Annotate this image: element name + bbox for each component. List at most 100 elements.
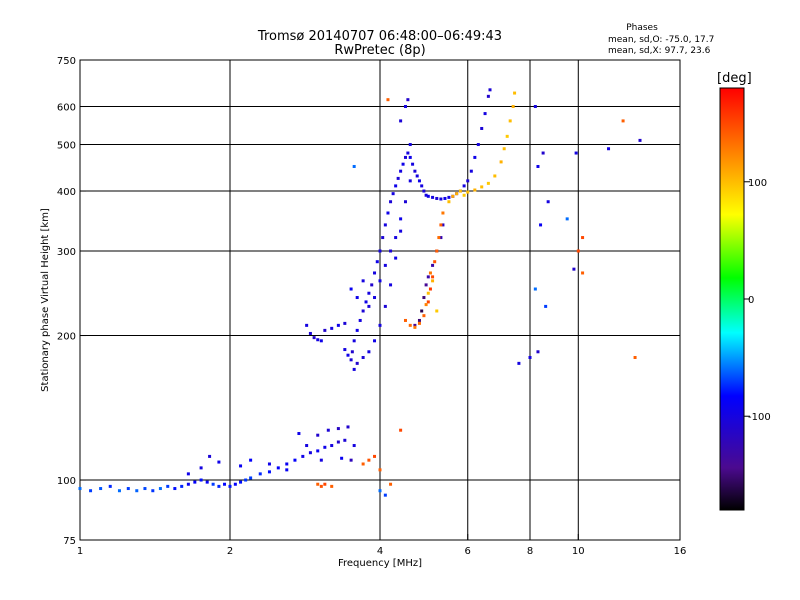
- data-point: [199, 478, 203, 482]
- data-point: [323, 445, 327, 449]
- chart-subtitle: RwPretec (8p): [334, 43, 425, 58]
- data-point: [406, 98, 410, 102]
- y-tick-label: 500: [57, 141, 76, 152]
- data-point: [205, 480, 209, 484]
- data-point: [373, 296, 377, 300]
- data-point: [415, 174, 419, 178]
- data-point: [441, 211, 445, 215]
- data-point: [633, 355, 637, 359]
- data-point: [533, 287, 537, 291]
- data-point: [276, 466, 280, 470]
- data-point: [258, 472, 262, 476]
- data-point: [411, 162, 415, 166]
- y-axis-ticks: 75 100 200 300 400 500 600 750: [57, 56, 86, 547]
- data-point: [343, 348, 347, 352]
- data-point: [186, 482, 190, 486]
- data-points: [78, 88, 642, 497]
- phase-stats-title: Phases: [626, 23, 658, 33]
- data-point: [336, 440, 340, 444]
- data-point: [378, 249, 382, 253]
- data-point: [439, 236, 443, 240]
- data-point: [389, 482, 393, 486]
- data-point: [462, 184, 466, 188]
- data-point: [249, 458, 253, 462]
- data-point: [499, 160, 503, 164]
- data-point: [396, 176, 400, 180]
- data-point: [386, 211, 390, 215]
- data-point: [476, 143, 480, 147]
- data-point: [349, 287, 353, 291]
- colorbar-gradient: [719, 87, 745, 511]
- data-point: [536, 164, 540, 168]
- data-point: [424, 303, 428, 307]
- data-point: [308, 331, 312, 335]
- data-point: [99, 487, 103, 491]
- data-point: [330, 326, 334, 330]
- data-point: [505, 134, 509, 138]
- data-point: [422, 314, 426, 318]
- data-point: [574, 151, 578, 155]
- phase-stats-o: mean, sd,O: -75.0, 17.7: [608, 35, 714, 45]
- data-point: [319, 458, 323, 462]
- data-point: [217, 484, 221, 488]
- data-point: [408, 155, 412, 159]
- data-point: [293, 458, 297, 462]
- data-point: [239, 464, 243, 468]
- data-point: [435, 249, 439, 253]
- data-point: [413, 325, 417, 329]
- y-tick-label: 400: [57, 187, 76, 198]
- data-point: [399, 119, 403, 123]
- data-point: [431, 279, 435, 283]
- y-axis-label: Stationary phase Virtual Height [km]: [40, 208, 51, 392]
- data-point: [285, 462, 289, 466]
- data-point: [352, 164, 356, 168]
- data-point: [267, 470, 271, 474]
- y-tick-label: 600: [57, 103, 76, 114]
- data-point: [316, 433, 320, 437]
- data-point: [426, 291, 430, 295]
- y-tick-label: 100: [57, 476, 76, 487]
- x-tick-label: 10: [572, 546, 585, 557]
- data-point: [422, 189, 426, 193]
- data-point: [431, 263, 435, 267]
- data-point: [361, 355, 365, 359]
- data-point: [401, 162, 405, 166]
- data-point: [326, 428, 330, 432]
- data-point: [544, 304, 548, 308]
- data-point: [581, 271, 585, 275]
- data-point: [308, 451, 312, 455]
- data-point: [346, 425, 350, 429]
- data-point: [389, 200, 393, 204]
- data-point: [373, 454, 377, 458]
- data-point: [513, 91, 517, 95]
- data-point: [117, 489, 121, 493]
- data-point: [208, 454, 212, 458]
- data-point: [420, 184, 424, 188]
- colorbar-ticks: 100 0 -100: [744, 178, 771, 423]
- data-point: [378, 323, 382, 327]
- data-point: [607, 147, 611, 151]
- data-point: [394, 236, 398, 240]
- data-point: [394, 184, 398, 188]
- data-point: [383, 493, 387, 497]
- data-point: [378, 489, 382, 493]
- y-tick-label: 300: [57, 247, 76, 258]
- data-point: [267, 462, 271, 466]
- data-point: [439, 197, 443, 201]
- data-point: [330, 484, 334, 488]
- data-point: [473, 155, 477, 159]
- data-point: [349, 358, 353, 362]
- colorbar-label: [deg]: [717, 71, 752, 86]
- data-point: [352, 339, 356, 343]
- data-point: [565, 217, 569, 221]
- data-point: [473, 188, 477, 192]
- data-point: [403, 318, 407, 322]
- data-point: [413, 323, 417, 327]
- data-point: [441, 223, 445, 227]
- data-point: [433, 260, 437, 264]
- data-point: [576, 249, 580, 253]
- plot-area: 1 2 4 6 8 10 16 75 100 200 300 400 500 600 750: [57, 56, 686, 557]
- data-point: [399, 229, 403, 233]
- phase-stats-x: mean, sd,X: 97.7, 23.6: [608, 46, 711, 56]
